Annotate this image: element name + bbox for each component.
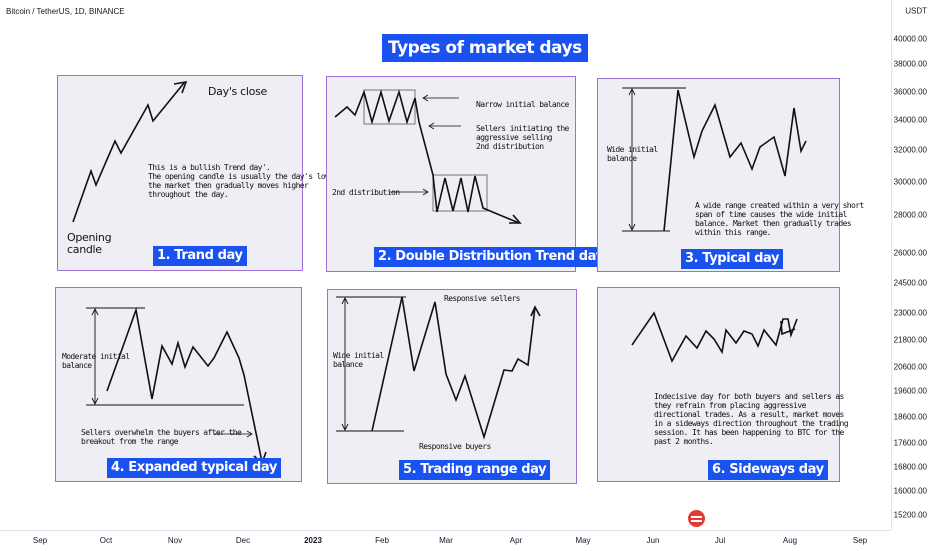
typical-day-path — [663, 89, 807, 232]
time-tick-label: Feb — [375, 536, 389, 545]
price-tick-label: 26000.00 — [893, 248, 927, 258]
typical-day-note: A wide range created within a very short… — [695, 201, 864, 237]
sideways-day-label: 6. Sideways day — [708, 460, 828, 480]
price-tick-label: 38000.00 — [893, 59, 927, 69]
price-tick-label: 32000.00 — [893, 145, 927, 155]
trading-range-arrowhead — [530, 305, 541, 317]
responsive-sellers-note: Responsive sellers — [444, 294, 521, 303]
time-tick-label: Apr — [509, 536, 523, 545]
trading-range-day-label: 5. Trading range day — [399, 460, 551, 480]
ib-range-arrow-bottom — [628, 223, 636, 232]
moderate-balance-note: Moderate initial balance — [62, 352, 130, 370]
narrow-balance-note: Narrow initial balance — [476, 100, 569, 109]
initial-balance-box — [363, 89, 416, 125]
price-tick-label: 19600.00 — [893, 386, 927, 396]
sellers-note: Sellers initiating the aggressive sellin… — [476, 124, 569, 151]
time-tick-label: Dec — [235, 536, 251, 545]
sideways-day-note: Indecisive day for both buyers and selle… — [654, 392, 849, 446]
expanded-day-path — [106, 306, 263, 463]
time-tick-label: Sep — [852, 536, 868, 545]
expanded-typical-day-drawing — [86, 306, 267, 465]
time-tick-label: Aug — [782, 536, 798, 545]
price-axis[interactable]: USDT 40000.00 38000.00 36000.00 34000.00 320… — [891, 0, 932, 530]
pointer-second-distribution-head — [422, 188, 429, 196]
panel-trend-day: Day's close Opening candle This is a bul… — [57, 75, 351, 271]
second-distribution-note: 2nd distribution — [332, 188, 400, 197]
time-axis[interactable] — [0, 530, 891, 551]
time-tick-label: Sep — [32, 536, 48, 545]
ib-range-arrow-5-top — [341, 296, 349, 305]
trading-range-day-drawing — [336, 296, 541, 440]
price-tick-label: 40000.00 — [893, 34, 927, 44]
wide-balance-note: Wide initial balance — [607, 145, 658, 163]
price-tick-label: 30000.00 — [893, 177, 927, 187]
time-tick-label: Nov — [167, 536, 183, 545]
sideways-day-path — [631, 311, 798, 363]
currency-label: USDT — [905, 6, 927, 16]
pointer-breakout-head — [246, 430, 253, 438]
price-tick-label: 28000.00 — [893, 210, 927, 220]
double-distribution-path — [334, 89, 520, 224]
trend-day-drawing — [72, 80, 188, 223]
page-title: Types of market days — [382, 34, 588, 62]
trend-day-path — [72, 82, 185, 223]
pointer-narrow-balance-head — [422, 94, 429, 102]
typical-day-drawing — [622, 87, 807, 232]
time-tick-label: Jun — [646, 536, 660, 545]
panel-sideways-day: Indecisive day for both buyers and selle… — [597, 287, 849, 482]
panel-trading-range-day: Responsive sellers Wide initial balance … — [327, 289, 577, 484]
ib-range-arrow-4-bottom — [91, 397, 99, 406]
ib-range-arrow-5-bottom — [341, 423, 349, 432]
price-tick-label: 36000.00 — [893, 87, 927, 97]
double-distribution-drawing — [334, 89, 522, 224]
days-close-label: Day's close — [208, 85, 268, 98]
panel-expanded-typical-day: Moderate initial balance Sellers overwhe… — [55, 287, 302, 482]
price-tick-label: 21800.00 — [893, 335, 927, 345]
panel-double-distribution: Narrow initial balance Sellers initiatin… — [326, 76, 608, 272]
trading-range-path — [371, 296, 536, 440]
price-tick-label: 20600.00 — [893, 362, 927, 372]
double-distribution-arrowhead — [509, 214, 522, 224]
time-tick-label: Mar — [439, 536, 453, 545]
trend-day-note: This is a bullish Trend day'. The openin… — [148, 163, 351, 199]
expanded-typical-day-label: 4. Expanded typical day — [107, 458, 281, 478]
time-tick-label: Jul — [714, 536, 726, 545]
sideways-day-drawing — [631, 311, 798, 363]
price-tick-label: 16000.00 — [893, 486, 927, 496]
wide-balance-note-5: Wide initial balance — [333, 351, 384, 369]
time-tick-label: Oct — [99, 536, 113, 545]
panel-typical-day: Wide initial balance A wide range create… — [597, 78, 864, 272]
price-tick-label: 23000.00 — [893, 308, 927, 318]
responsive-buyers-note: Responsive buyers — [419, 442, 491, 451]
pointer-sellers-head — [428, 122, 435, 130]
price-tick-label: 16800.00 — [893, 462, 927, 472]
opening-candle-label: Opening candle — [67, 231, 112, 256]
price-tick-label: 18600.00 — [893, 412, 927, 422]
price-tick-label: 24500.00 — [893, 278, 927, 288]
time-tick-label: May — [575, 536, 591, 545]
time-tick-label: 2023 — [304, 536, 322, 545]
second-distribution-box — [432, 174, 488, 212]
symbol-title: Bitcoin / TetherUS, 1D, BINANCE — [6, 7, 125, 16]
ib-range-arrow-4-top — [91, 307, 99, 316]
trend-day-arrowhead — [173, 80, 188, 94]
trend-day-label: 1. Trand day — [153, 246, 247, 266]
price-tick-label: 15200.00 — [893, 510, 927, 520]
price-tick-label: 34000.00 — [893, 115, 927, 125]
ib-range-arrow-top — [628, 87, 636, 96]
sideways-day-arrowhead — [780, 320, 796, 336]
price-tick-label: 17600.00 — [893, 438, 927, 448]
typical-day-label: 3. Typical day — [681, 249, 784, 269]
breakout-note: Sellers overwhelm the buyers after the b… — [81, 428, 242, 446]
double-distribution-label: 2. Double Distribution Trend day — [374, 247, 608, 267]
us-flag-icon[interactable] — [688, 510, 705, 527]
